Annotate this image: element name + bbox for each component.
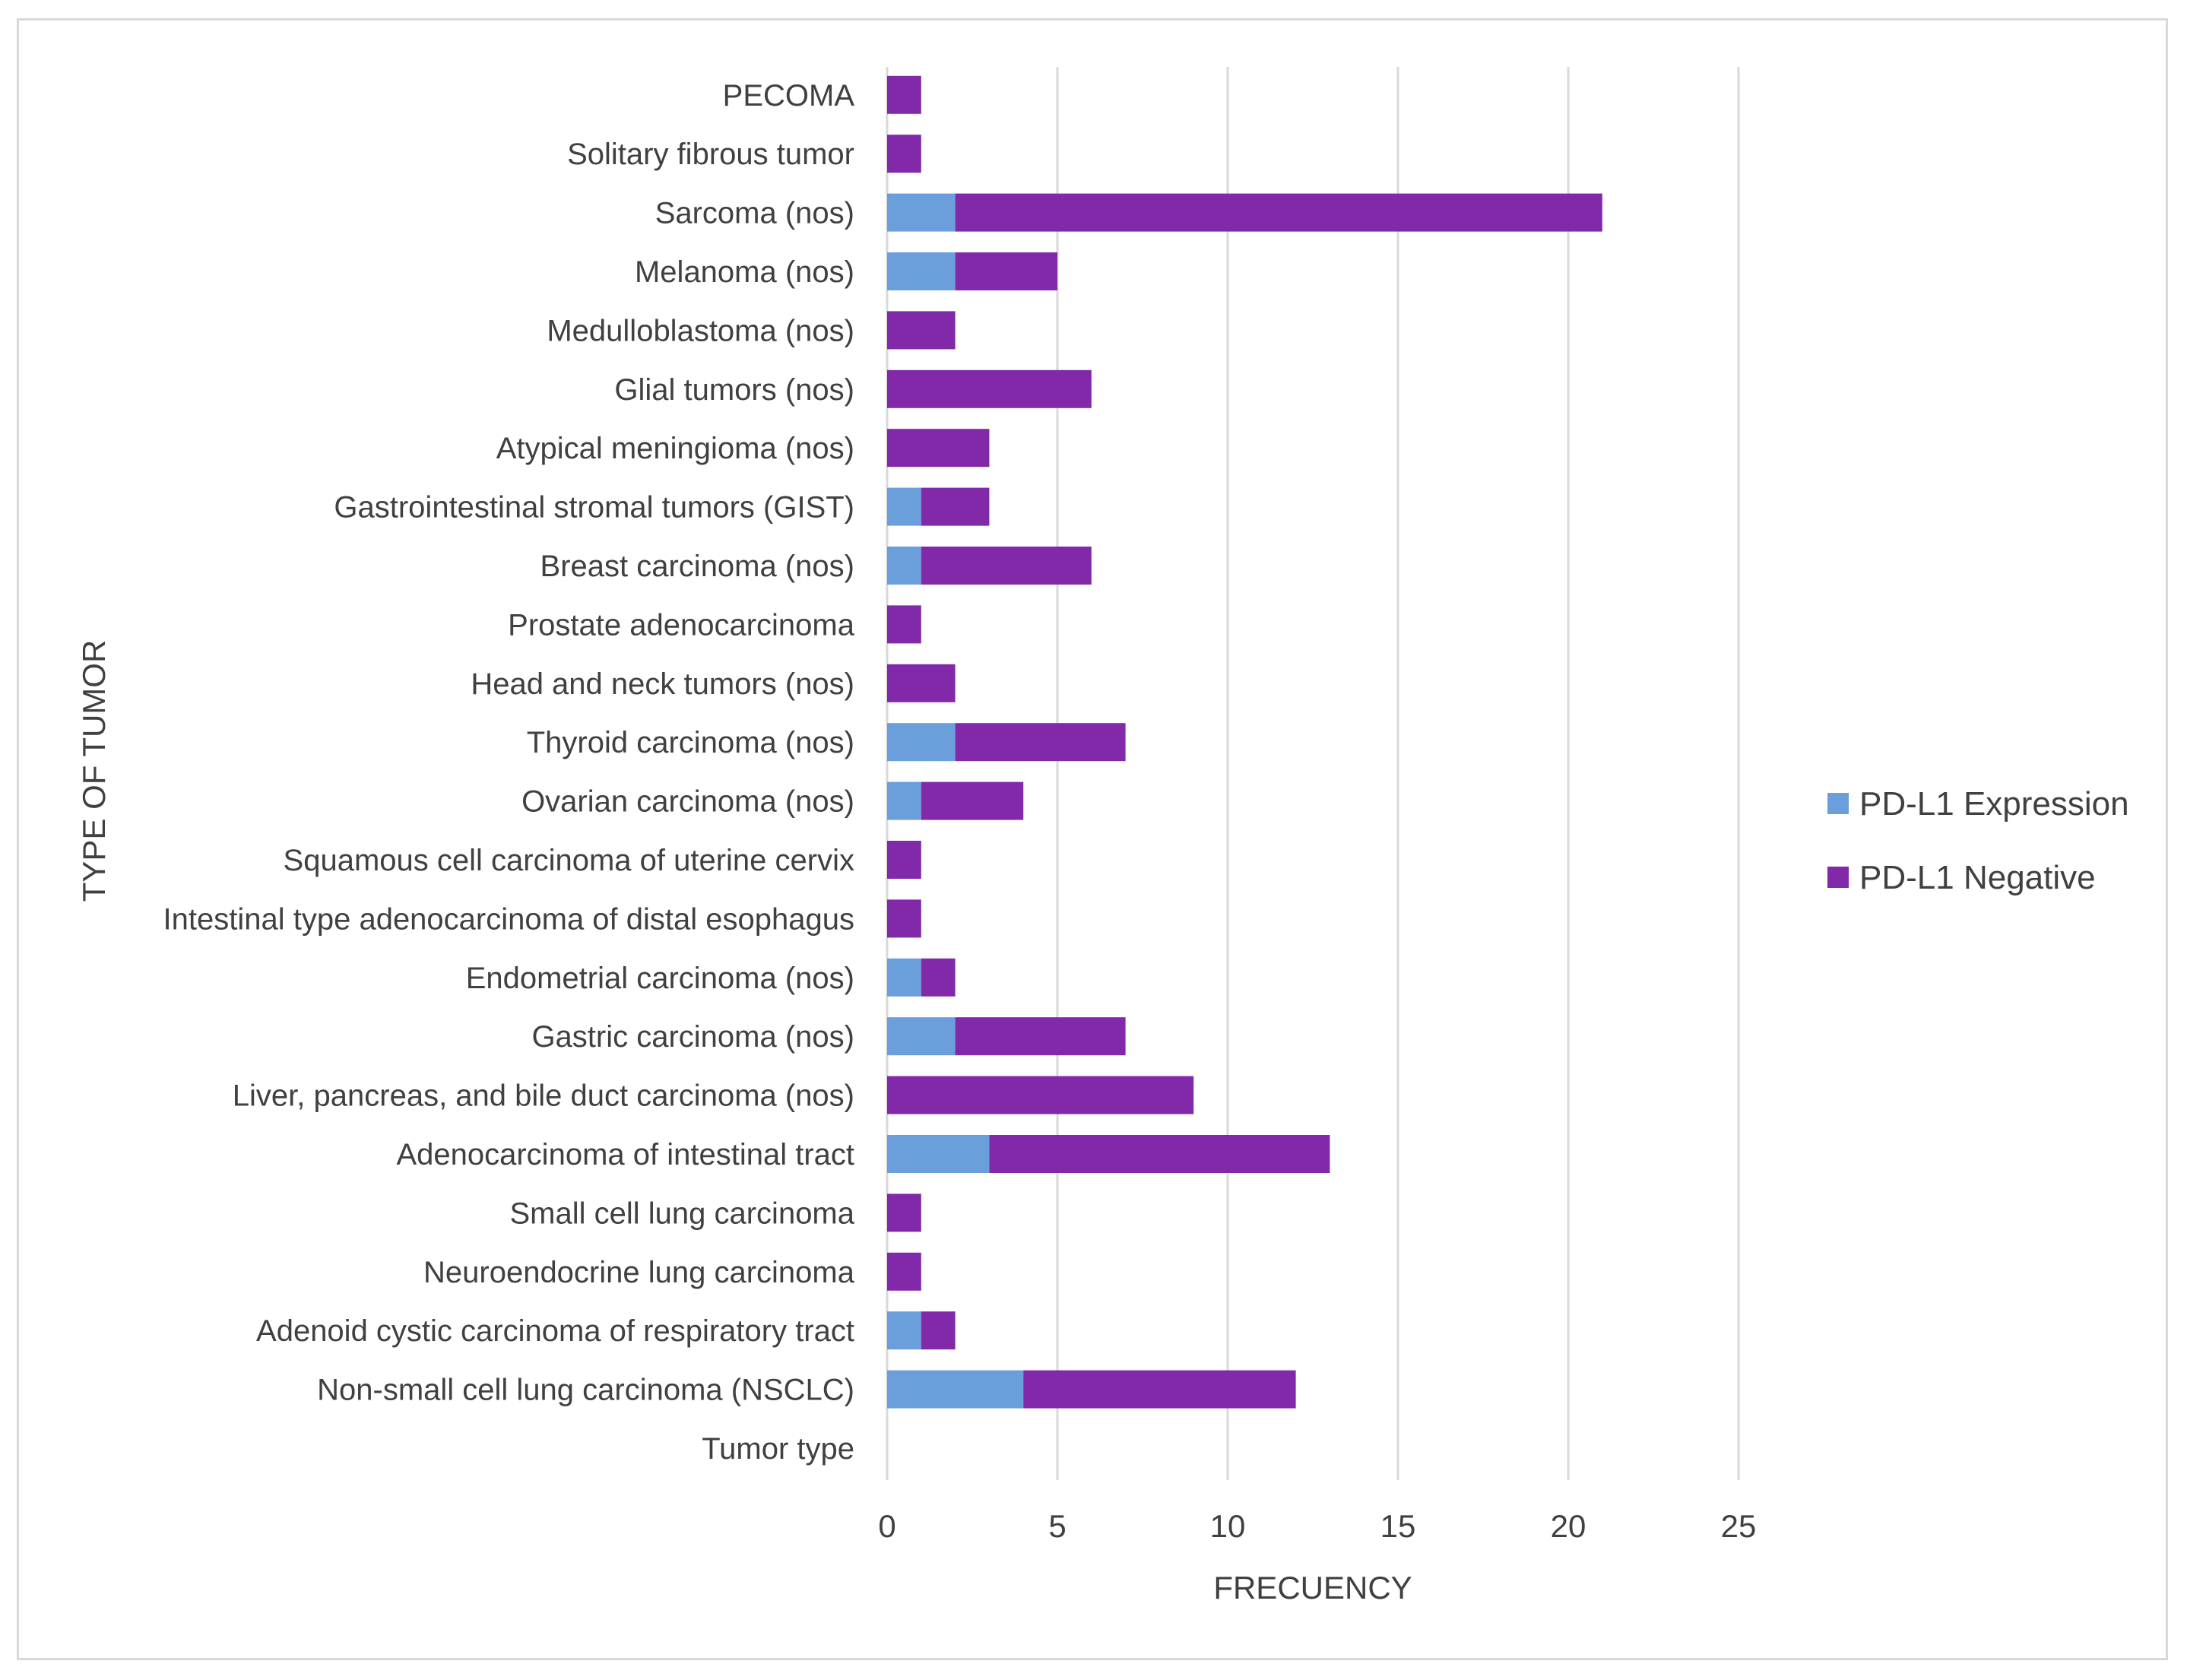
y-axis-title: TYPE OF TUMOR [76, 640, 112, 902]
category-label: Head and neck tumors (nos) [471, 667, 854, 701]
bar-pd-l1-negative [1023, 1370, 1296, 1409]
bar-pd-l1-expression [887, 781, 921, 820]
legend-swatch [1827, 793, 1849, 814]
bar-pd-l1-negative [887, 75, 921, 114]
category-label: Gastrointestinal stromal tumors (GIST) [334, 491, 854, 525]
bar-pd-l1-negative [921, 547, 1092, 585]
x-axis-title: FRECUENCY [1213, 1570, 1412, 1606]
bar-pd-l1-negative [955, 1017, 1126, 1056]
bar-pd-l1-negative [955, 193, 1602, 232]
bar-pd-l1-negative [887, 841, 921, 879]
category-label: Adenoid cystic carcinoma of respiratory … [256, 1314, 854, 1348]
category-label: Liver, pancreas, and bile duct carcinoma… [233, 1079, 854, 1113]
x-tick-label: 20 [1551, 1508, 1586, 1544]
x-tick-label: 15 [1380, 1508, 1416, 1544]
bar-pd-l1-negative [887, 664, 956, 702]
bar-pd-l1-expression [887, 723, 956, 762]
category-label: Solitary fibrous tumor [567, 138, 854, 171]
category-label: Glial tumors (nos) [614, 373, 854, 407]
bar-pd-l1-expression [887, 1311, 921, 1350]
x-axis-ticks: 0 5 10 15 20 25 [878, 1508, 1756, 1544]
legend-label: PD-L1 Negative [1859, 859, 2096, 896]
bar-pd-l1-negative [921, 1311, 956, 1350]
bar-pd-l1-expression [887, 958, 921, 997]
category-label: Neuroendocrine lung carcinoma [423, 1256, 855, 1289]
category-label: Atypical meningioma (nos) [496, 432, 854, 465]
bar-pd-l1-negative [921, 781, 1024, 820]
bar-pd-l1-expression [887, 193, 956, 232]
bar-pd-l1-expression [887, 252, 956, 290]
category-label: Endometrial carcinoma (nos) [466, 962, 854, 995]
bar-pd-l1-negative [887, 1076, 1194, 1114]
x-tick-label: 10 [1210, 1508, 1246, 1544]
x-tick-label: 0 [878, 1508, 895, 1544]
bars [887, 75, 1602, 1409]
bar-pd-l1-expression [887, 1135, 990, 1173]
category-label: Ovarian carcinoma (nos) [521, 785, 854, 819]
category-label: Tumor type [702, 1432, 854, 1466]
bar-pd-l1-negative [887, 429, 990, 468]
bar-pd-l1-negative [887, 1193, 921, 1232]
category-label: Thyroid carcinoma (nos) [527, 726, 854, 759]
category-label: Medulloblastoma (nos) [547, 314, 854, 347]
legend-swatch [1827, 867, 1849, 888]
bar-pd-l1-expression [887, 1017, 956, 1056]
category-label: Melanoma (nos) [635, 255, 854, 289]
category-label: Gastric carcinoma (nos) [531, 1020, 854, 1054]
bar-pd-l1-negative [955, 723, 1126, 762]
category-label: Non-small cell lung carcinoma (NSCLC) [317, 1374, 854, 1407]
bar-pd-l1-negative [955, 252, 1057, 290]
x-tick-label: 5 [1048, 1508, 1066, 1544]
bar-pd-l1-negative [921, 487, 990, 526]
category-labels: Tumor type Non-small cell lung carcinoma … [163, 79, 855, 1466]
category-label: Adenocarcinoma of intestinal tract [396, 1138, 854, 1171]
bar-pd-l1-negative [887, 135, 921, 173]
category-label: Small cell lung carcinoma [509, 1197, 854, 1230]
category-label: Squamous cell carcinoma of uterine cervi… [284, 844, 854, 877]
category-label: Prostate adenocarcinoma [508, 608, 855, 642]
category-label: Sarcoma (nos) [655, 197, 854, 230]
category-label: PECOMA [723, 79, 855, 113]
bar-pd-l1-negative [887, 1252, 921, 1291]
bar-pd-l1-negative [989, 1135, 1330, 1173]
bar-pd-l1-negative [921, 958, 956, 997]
bar-pd-l1-expression [887, 547, 921, 585]
bar-pd-l1-negative [887, 605, 921, 644]
bar-pd-l1-negative [887, 311, 956, 350]
bar-pd-l1-expression [887, 487, 921, 526]
bar-pd-l1-expression [887, 1370, 1024, 1409]
legend: PD-L1 Expression PD-L1 Negative [1827, 785, 2129, 896]
category-label: Breast carcinoma (nos) [540, 550, 854, 583]
category-label: Intestinal type adenocarcinoma of distal… [163, 902, 854, 936]
bar-pd-l1-negative [887, 369, 1092, 408]
x-tick-label: 25 [1721, 1508, 1757, 1544]
bar-pd-l1-negative [887, 899, 921, 938]
gridlines [886, 67, 1740, 1480]
legend-label: PD-L1 Expression [1859, 785, 2129, 823]
